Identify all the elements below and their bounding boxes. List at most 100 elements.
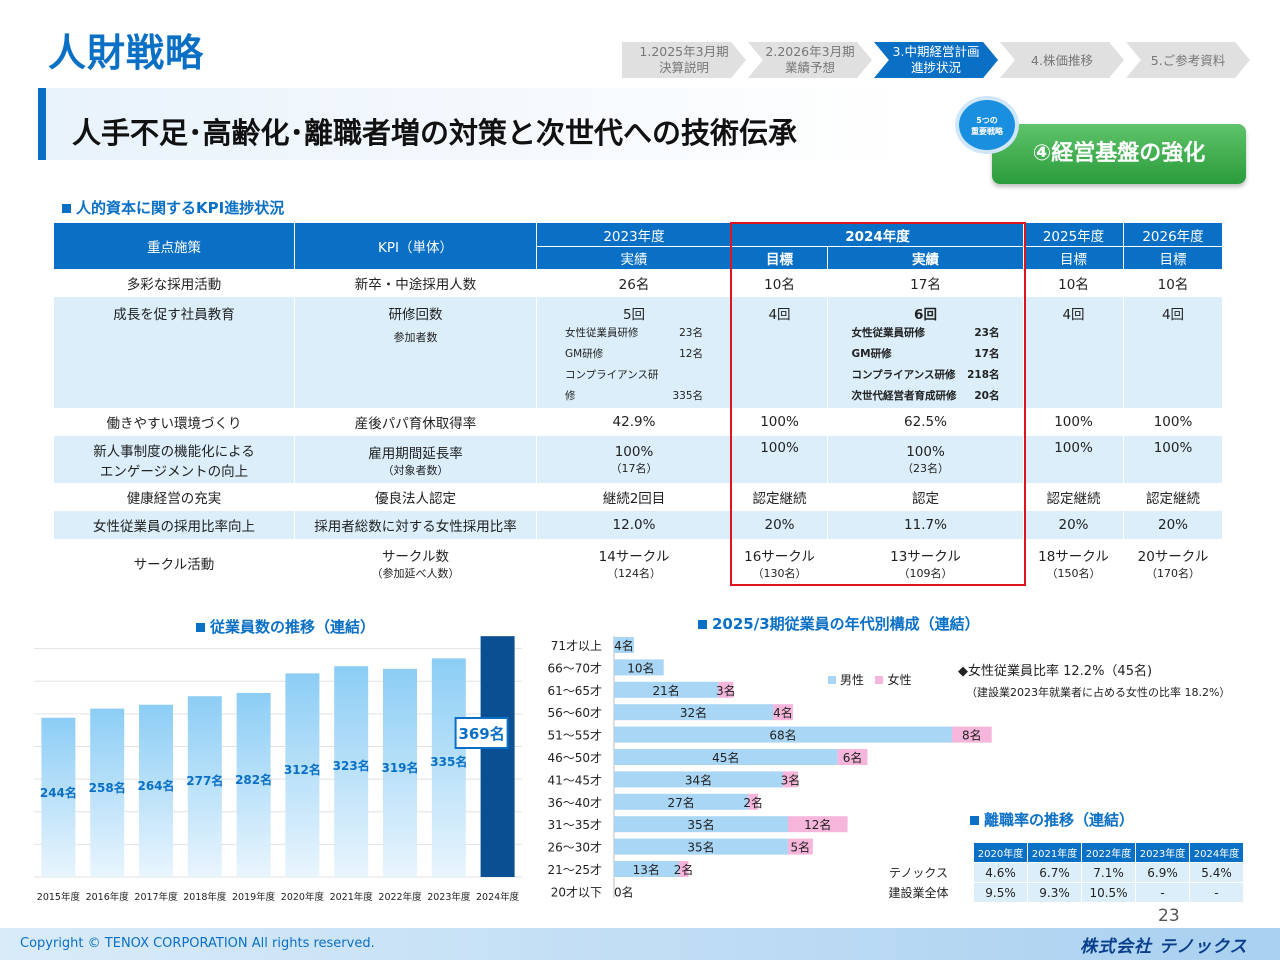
value-sub: （109名） [898,566,953,580]
bar-female [678,861,689,877]
measure-line: 新人事制度の機能化による [93,443,255,460]
turnover-label: テノックス [863,862,974,883]
female-ratio-subnote: （建設業2023年就業者に占める女性の比率 18.2%） [966,686,1231,699]
cell-t2026: 100% [1123,408,1223,436]
cell-a2024: 17名 [827,269,1024,297]
tab-stock-price[interactable]: 4.株価推移 [1000,42,1124,78]
bar [236,692,271,877]
turnover-value: 6.7% [1027,862,1082,883]
cell-t2025: 100% [1023,408,1124,436]
turnover-title: 離職率の推移（連結） [970,809,1134,830]
kpi-label: 研修回数 [388,307,443,323]
tick-label: 61〜65才 [547,684,602,698]
cell-a2023: 100% （17名） [536,435,732,484]
cell-t2025: 10名 [1023,269,1124,297]
female-ratio-note: ◆女性従業員比率 12.2%（45名) [958,664,1153,679]
cell-t2024: 20% [731,510,828,540]
turnover-year: 2021年度 [1027,842,1082,863]
badge-line: 重要戦略 [971,127,1003,136]
legend-female: 女性 [887,673,912,687]
tick-label: 20才以下 [551,885,602,899]
header-actual: 実績 [536,246,732,270]
tick-label: 2018年度 [183,891,227,903]
value: 6回 [914,307,937,323]
tab-label: 1.2025年3月期 [639,44,729,59]
cell-t2026: 認定継続 [1123,483,1223,511]
table-row: 新人事制度の機能化による エンゲージメントの向上 雇用期間延長率 （対象者数） 10… [53,435,1223,484]
bar-female [787,838,813,855]
square-icon [970,816,979,825]
cell-t2026: 20サークル （170名） [1123,539,1223,586]
cell-t2026: 100% [1123,435,1223,484]
tab-reference[interactable]: 5.ご参考資料 [1126,42,1250,78]
cell-measure: 健康経営の充実 [53,483,295,511]
value-sub: （124名） [607,566,661,580]
data-label: 282名 [235,772,272,787]
strategy-badge: ④経営基盤の強化 [992,124,1246,184]
section-label: 離職率の推移（連結） [984,811,1135,829]
turnover-value: 7.1% [1081,862,1136,883]
turnover-value: - [1135,882,1190,903]
age-chart-title: 2025/3期従業員の年代別構成（連結） [698,613,980,634]
header-target: 目標 [1123,246,1223,270]
cell-a2024: 6回 女性従業員研修 23名 GM研修 17名 コンプライアンス研修 218名 次世代… [827,296,1024,409]
bar-male [614,861,679,877]
tick-label: 2022年度 [378,891,422,903]
detail-value: 218名 [967,369,1000,381]
tick-label: 2023年度 [427,891,471,903]
legend-male: 男性 [840,673,865,687]
tab-results[interactable]: 1.2025年3月期 決算説明 [622,42,746,78]
cell-a2023: 14サークル （124名） [536,539,732,586]
table-row: 働きやすい環境づくり 産後パパ育休取得率 42.9% 100% 62.5% 10… [53,408,1223,436]
kpi-section-title: 人的資本に関するKPI進捗状況 [62,197,284,218]
value: 20サークル [1137,548,1209,565]
bar [431,658,466,877]
cell-kpi: 産後パパ育休取得率 [294,408,537,436]
tab-midterm-plan[interactable]: 3.中期経営計画 進捗状況 [874,42,998,78]
bar-female [787,816,848,833]
tick-label: 2015年度 [37,891,81,903]
tick-label: 46〜50才 [547,751,602,765]
header-2023: 2023年度 [536,222,732,247]
cell-a2023: 42.9% [536,408,732,436]
detail-value: 335名 [672,390,703,402]
footer-bar [0,928,1280,960]
turnover-value: 10.5% [1081,882,1136,903]
section-label: 人的資本に関するKPI進捗状況 [76,199,285,217]
tick-label: 2016年度 [86,891,130,903]
data-label: 13名 [633,862,660,877]
bar [285,673,320,877]
bar [480,636,515,877]
cell-a2024: 認定 [827,483,1024,511]
value: 13サークル [890,548,961,565]
subtitle: 人手不足･高齢化･離職者増の対策と次世代への技術伝承 [72,116,798,150]
header-2025: 2025年度 [1023,222,1124,247]
female-swatch [875,676,884,684]
data-label: 10名 [627,660,654,675]
tab-forecast[interactable]: 2.2026年3月期 業績予想 [748,42,872,78]
turnover-table: 2020年度 2021年度 2022年度 2023年度 2024年度 テノックス… [863,842,1244,903]
detail-value: 23名 [679,327,703,339]
cell-kpi: サークル数 （参加延べ人数） [294,539,537,586]
copyright: Copyright © TENOX CORPORATION All rights… [20,936,375,951]
detail-line: コンプライアンス研修 335名 [565,365,703,407]
turnover-year: 2020年度 [973,842,1028,863]
kpi-sublabel: （参加延べ人数） [371,566,460,580]
table-row: 女性従業員の採用比率向上 採用者総数に対する女性採用比率 12.0% 20% 1… [53,510,1223,540]
turnover-value: 4.6% [973,862,1028,883]
header-2026: 2026年度 [1123,222,1223,247]
age-chart-legend: 男性 女性 [828,671,911,688]
tick-label: 66〜70才 [547,661,602,675]
kpi-label: サークル数 [381,548,450,565]
bar-female [837,749,868,765]
square-icon [196,623,205,632]
data-label: 6名 [843,750,863,765]
kpi-sublabel: （対象者数） [382,463,449,477]
tick-label: 2019年度 [232,891,276,903]
bar-female [951,726,992,743]
subtitle-accent [38,88,46,160]
tab-label: 2.2026年3月期 [765,44,855,59]
detail-value: 12名 [679,348,703,360]
value: 5回 [622,307,646,323]
tick-label: 2017年度 [134,891,178,903]
